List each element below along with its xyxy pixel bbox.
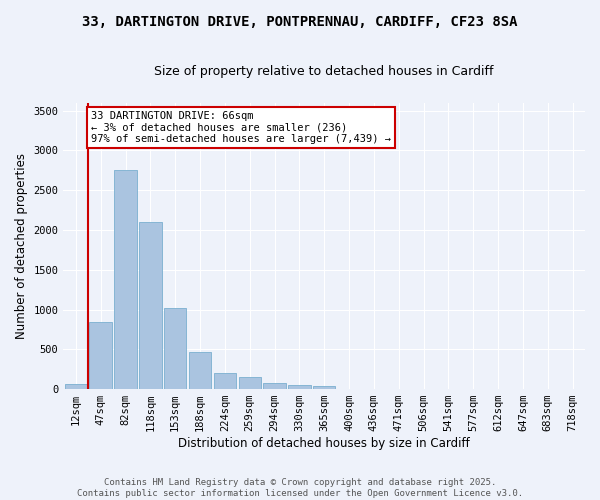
Text: 33 DARTINGTON DRIVE: 66sqm
← 3% of detached houses are smaller (236)
97% of semi: 33 DARTINGTON DRIVE: 66sqm ← 3% of detac…: [91, 110, 391, 144]
Bar: [239, 377, 261, 389]
Bar: [164, 308, 187, 389]
Text: 33, DARTINGTON DRIVE, PONTPRENNAU, CARDIFF, CF23 8SA: 33, DARTINGTON DRIVE, PONTPRENNAU, CARDI…: [82, 15, 518, 29]
Title: Size of property relative to detached houses in Cardiff: Size of property relative to detached ho…: [154, 65, 494, 78]
X-axis label: Distribution of detached houses by size in Cardiff: Distribution of detached houses by size …: [178, 437, 470, 450]
Y-axis label: Number of detached properties: Number of detached properties: [15, 153, 28, 339]
Bar: [189, 352, 211, 389]
Bar: [313, 386, 335, 389]
Bar: [139, 222, 161, 389]
Bar: [263, 382, 286, 389]
Text: Contains HM Land Registry data © Crown copyright and database right 2025.
Contai: Contains HM Land Registry data © Crown c…: [77, 478, 523, 498]
Bar: [214, 373, 236, 389]
Bar: [65, 384, 87, 389]
Bar: [89, 322, 112, 389]
Bar: [288, 384, 311, 389]
Bar: [115, 170, 137, 389]
